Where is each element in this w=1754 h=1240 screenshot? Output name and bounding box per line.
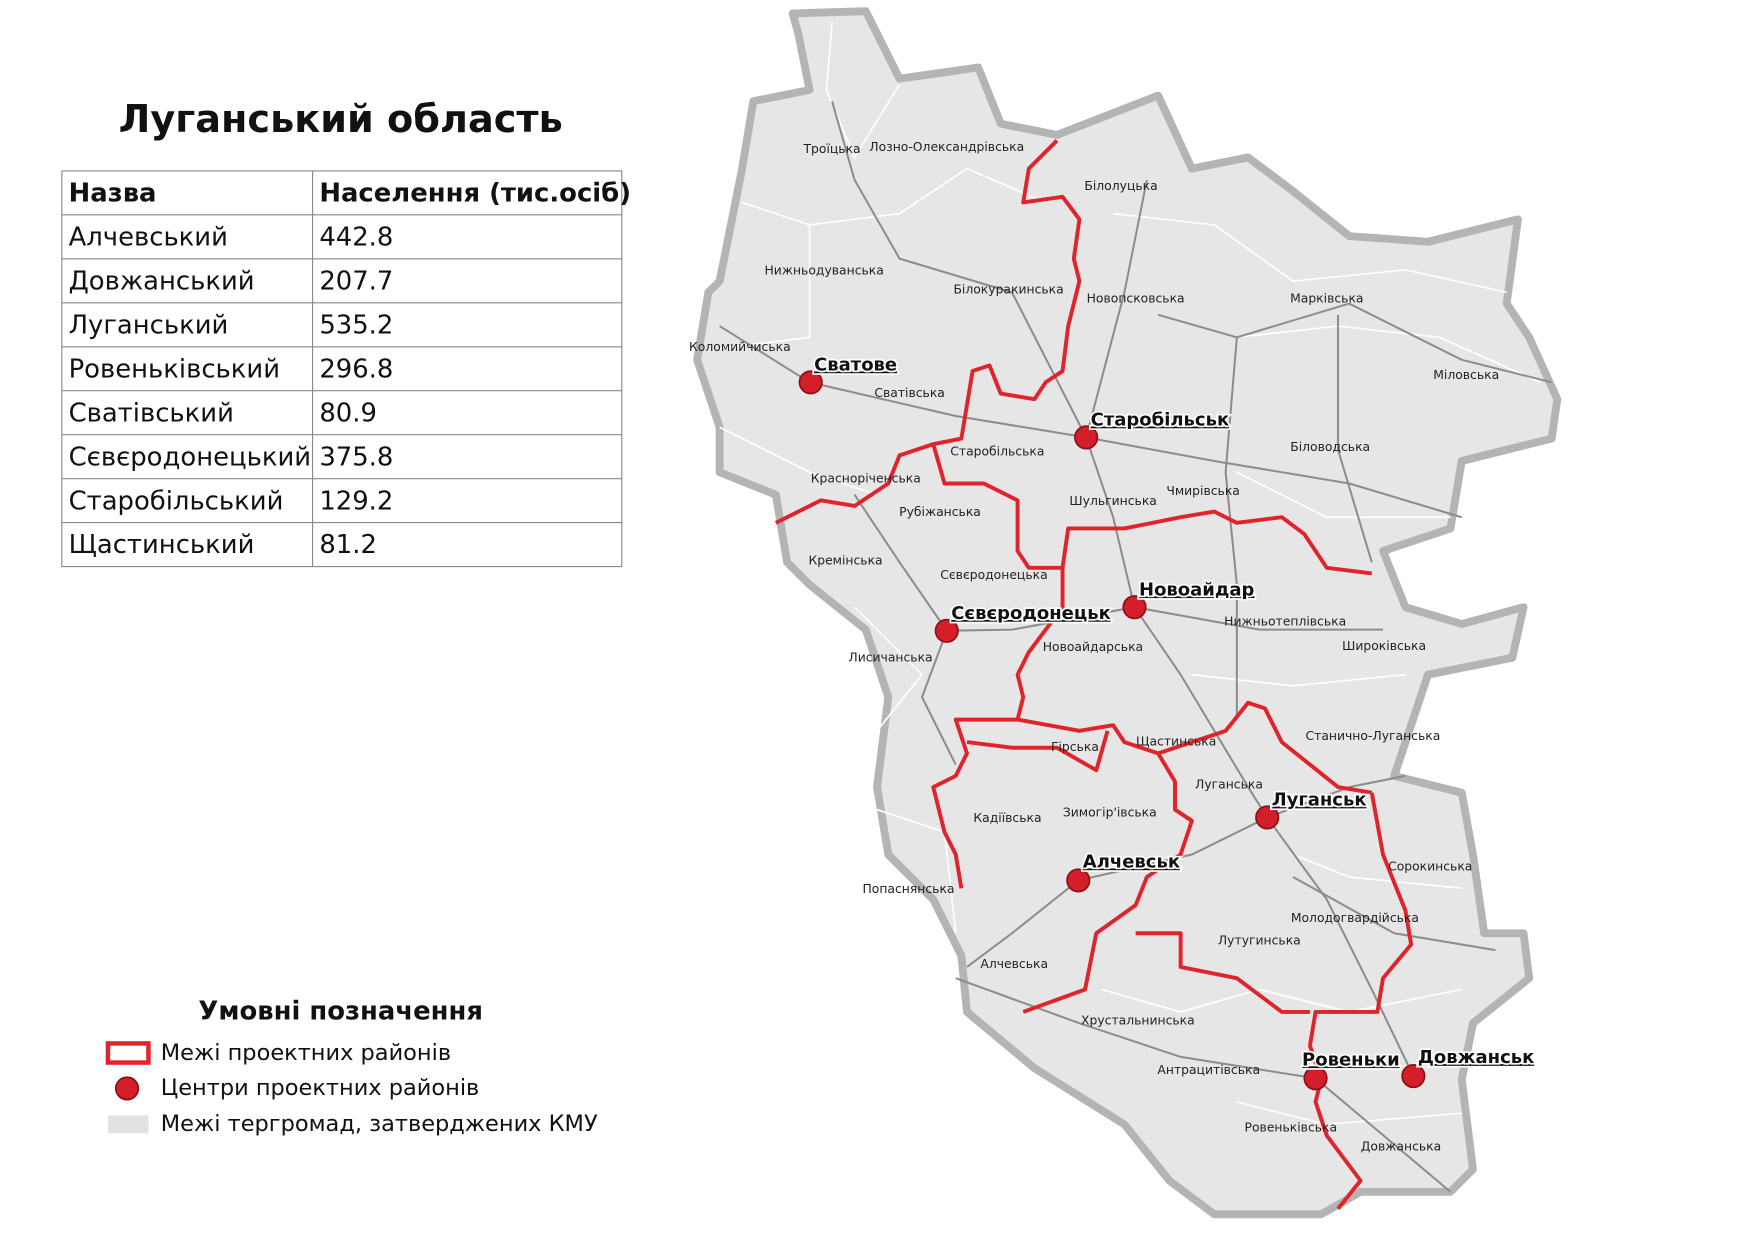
hromada-label: Довжанська: [1361, 1139, 1441, 1153]
table-cell: 296.8: [319, 354, 393, 384]
legend-icon-hromada: [107, 1115, 149, 1134]
legend-label: Межі тергромад, затверджених КМУ: [161, 1111, 598, 1137]
table-cell: Сватівський: [69, 398, 234, 428]
hromada-label: Сєвєродонецька: [940, 568, 1047, 582]
table-cell: Щастинський: [69, 530, 255, 560]
hromada-label: Нижньотеплівська: [1224, 614, 1346, 628]
hromada-label: Лутугинська: [1218, 934, 1301, 948]
table-cell: 81.2: [319, 530, 377, 560]
hromada-label: Нижньодуванська: [765, 263, 884, 277]
table-cell: Алчевський: [69, 222, 228, 252]
center-dot: [1303, 1066, 1328, 1091]
table-cell: 535.2: [319, 310, 393, 340]
table-frame: [61, 170, 623, 568]
hromada-label: Луганська: [1195, 777, 1263, 791]
hromada-label: Біловодська: [1290, 440, 1370, 454]
canvas: Троїцька Лозно-Олександрівська Білолуцька Н…: [61, 7, 1562, 1219]
hromada-label: Білокуракинська: [953, 283, 1063, 297]
center-dot: [1066, 868, 1091, 893]
table-cell: Довжанський: [69, 266, 255, 296]
center-label: Новоайдар: [1139, 579, 1255, 600]
table-cell: 375.8: [319, 442, 393, 472]
hromada-label: Коломийчиська: [689, 340, 791, 354]
center-dot: [934, 618, 959, 643]
table-cell: Луганський: [69, 310, 229, 340]
center-label: Довжанськ: [1418, 1047, 1534, 1068]
table-cell: 207.7: [319, 266, 393, 296]
legend-icon-center: [114, 1076, 140, 1101]
hromada-labels: Троїцька Лозно-Олександрівська Білолуцька Н…: [689, 140, 1499, 1154]
hromada-label: Троїцька: [802, 142, 860, 156]
hromada-label: Лисичанська: [848, 650, 932, 664]
center-label: Луганськ: [1272, 790, 1367, 811]
hromada-label: Зимогір'івська: [1063, 805, 1157, 819]
hromada-label: Білолуцька: [1084, 179, 1157, 193]
center-label: Сватове: [814, 354, 897, 375]
hromada-label: Кадіївська: [973, 811, 1041, 825]
center-dot: [1122, 595, 1147, 620]
center-dot: [1255, 805, 1280, 830]
hromada-label: Красноріченська: [811, 471, 921, 485]
table-cell: 80.9: [319, 398, 377, 428]
center-dot: [798, 370, 823, 395]
hromada-label: Щастинська: [1136, 735, 1216, 749]
header-cell: Назва: [69, 179, 157, 209]
hromada-label: Станично-Луганська: [1305, 729, 1440, 743]
header-cell: Населення (тис.осіб): [319, 179, 631, 209]
table-cell: Старобільський: [69, 486, 284, 516]
legend-label: Межі проектних районів: [161, 1040, 451, 1066]
hromada-label: Хрустальнинська: [1081, 1013, 1195, 1027]
hromada-label: Широківська: [1342, 639, 1426, 653]
center-label: Сєвєродонецьк: [951, 603, 1111, 624]
title: Луганський область: [119, 98, 563, 142]
center-label: Старобільськ: [1091, 410, 1230, 431]
hromada-label: Сорокинська: [1388, 859, 1472, 873]
hromada-label: Новопсковська: [1087, 292, 1185, 306]
hromada-label: Гірська: [1051, 740, 1099, 754]
district-boundaries: [774, 139, 1414, 1210]
center-dot: [1401, 1063, 1426, 1089]
table-cell: Ровеньківський: [69, 354, 280, 384]
hromada-label: Антрацитівська: [1157, 1063, 1260, 1077]
hromada-label: Шульгинська: [1069, 494, 1156, 508]
table-cell: Сєвєродонецький: [69, 442, 312, 472]
hromada-label: Старобільська: [950, 445, 1044, 459]
hromada-label: Міловська: [1433, 368, 1499, 382]
legend: Умовні позначення Межі проектних районів…: [105, 996, 598, 1137]
legend-title: Умовні позначення: [198, 996, 483, 1026]
table: Назва Населення (тис.осіб) Алчевський 442.8…: [61, 170, 631, 568]
center-label: Алчевськ: [1083, 851, 1180, 872]
district-centers: Сватове Старобільськ Новоайдар Сєвєродонець…: [798, 353, 1536, 1091]
hromada-label: Молодогвардійська: [1291, 911, 1419, 925]
center-dot: [1074, 425, 1099, 450]
legend-icon-boundary: [105, 1041, 151, 1065]
hromada-label: Ровеньківська: [1245, 1120, 1338, 1134]
hromada-label: Новоайдарська: [1043, 640, 1143, 654]
center-label: Ровеньки: [1302, 1049, 1400, 1070]
hromada-label: Попаснянська: [862, 882, 954, 896]
hromada-label: Рубіжанська: [899, 505, 981, 519]
hromada-label: Лозно-Олександрівська: [869, 140, 1024, 154]
table-cell: 129.2: [319, 486, 393, 516]
hromada-label: Кремінська: [808, 554, 882, 568]
hromada-label: Чмирівська: [1166, 484, 1240, 498]
hromada-label: Марківська: [1290, 292, 1363, 306]
table-cell: 442.8: [319, 222, 393, 252]
hromada-label: Алчевська: [980, 957, 1048, 971]
hromada-label: Сватівська: [874, 386, 945, 400]
legend-label: Центри проектних районів: [161, 1075, 480, 1101]
